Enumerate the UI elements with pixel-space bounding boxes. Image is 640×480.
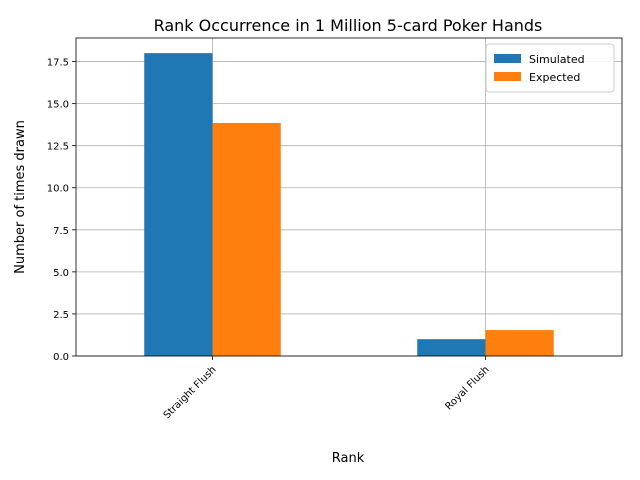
plot-frame <box>75 37 623 357</box>
y-tick-label: 17.5 <box>47 58 69 69</box>
y-tick-label: 12.5 <box>47 142 69 153</box>
bar-simulated-straight-flush <box>144 53 213 357</box>
bar-expected-royal-flush <box>485 330 554 356</box>
legend-label-simulated: Simulated <box>529 53 585 66</box>
legend: Simulated Expected <box>485 43 615 93</box>
bar-layer <box>144 53 554 357</box>
y-tick-label: 7.5 <box>53 226 69 237</box>
legend-box <box>485 43 615 93</box>
x-axis-title: Rank <box>332 451 365 466</box>
legend-label-expected: Expected <box>529 71 580 84</box>
y-tick-label: 2.5 <box>53 310 69 321</box>
y-tick-label: 5.0 <box>53 268 69 279</box>
y-tick-label: 0.0 <box>53 352 69 363</box>
y-axis-title: Number of times drawn <box>13 120 28 274</box>
legend-swatch-expected <box>494 72 521 81</box>
bar-simulated-royal-flush <box>417 339 486 356</box>
legend-swatch-simulated <box>494 54 521 63</box>
y-tick-label: 10.0 <box>47 184 69 195</box>
bar-expected-straight-flush <box>212 122 281 356</box>
chart-title: Rank Occurrence in 1 Million 5-card Poke… <box>154 16 543 35</box>
y-tick-label: 15.0 <box>47 100 69 111</box>
